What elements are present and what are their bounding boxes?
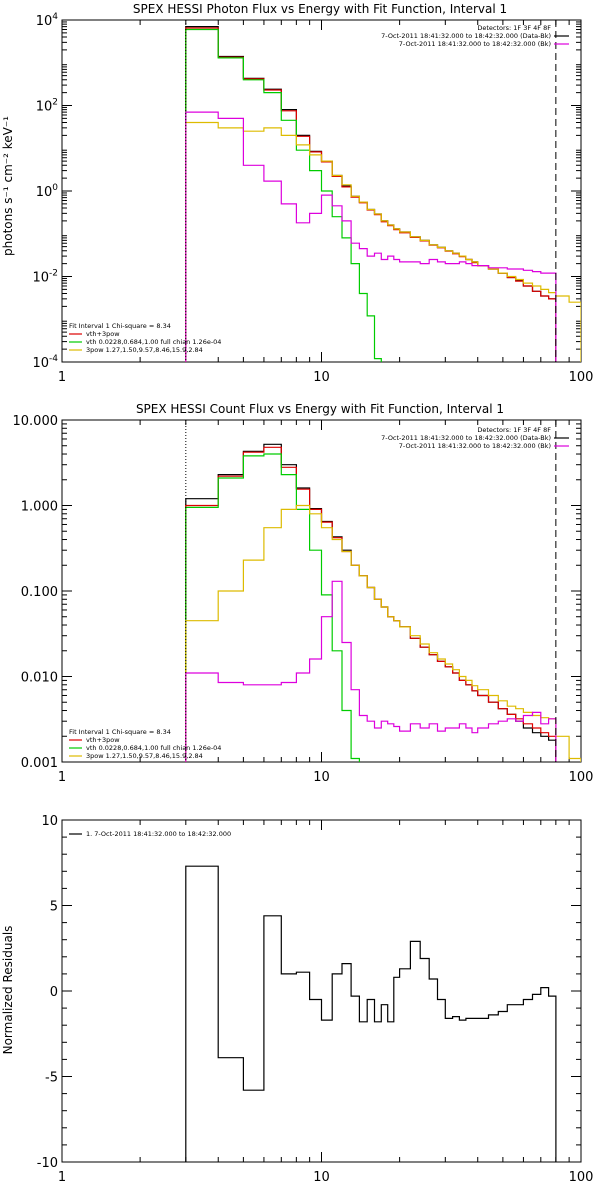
photon-flux-plot-area: 1 10 100 10-4 10-2 100 102 104 Detectors: 1F 3F …	[32, 12, 593, 385]
x-tick-label: 1	[58, 1170, 66, 1185]
count-flux-panel: SPEX HESSI Count Flux vs Energy with Fit…	[13, 402, 594, 785]
y-tick-label: 0.001	[21, 756, 58, 771]
legend-line: vth 0.0228,0.684,1.00 full chian 1.26e-0…	[86, 744, 221, 752]
y-tick-label: 10	[41, 814, 58, 829]
series-2-line	[185, 453, 360, 762]
y-tick-label: -5	[45, 1071, 58, 1086]
y-tick-label: 102	[36, 98, 58, 115]
legend-line: 3pow 1.27,1.50,9.57,8.46,15.9,2.84	[86, 346, 203, 354]
x-tick-label: 100	[569, 370, 594, 385]
series-group	[185, 443, 581, 762]
header-line: 7-Oct-2011 18:41:32.000 to 18:42:32.000 …	[381, 434, 551, 442]
header-line: 7-Oct-2011 18:41:32.000 to 18:42:32.000 …	[399, 442, 551, 450]
plot-frame	[61, 819, 582, 1163]
legend-line: 3pow 1.27,1.50,9.57,8.46,15.9,2.84	[86, 752, 203, 760]
y-tick-label: 100	[36, 183, 59, 200]
count-flux-title: SPEX HESSI Count Flux vs Energy with Fit…	[136, 402, 504, 416]
series-3-line	[185, 504, 581, 762]
header-line: Detectors: 1F 3F 4F 8F	[477, 24, 551, 32]
header-line: 7-Oct-2011 18:41:32.000 to 18:42:32.000 …	[399, 40, 551, 48]
y-tick-label: 0.100	[21, 585, 58, 600]
x-tick-label: 1	[58, 370, 66, 385]
y-tick-label: 10-4	[32, 354, 58, 371]
x-tick-label: 100	[569, 1170, 594, 1185]
legend-line: vth+3pow	[86, 736, 120, 744]
y-tick-label: 1.000	[21, 500, 58, 515]
x-tick-label: 10	[313, 1170, 330, 1185]
series-3-line	[185, 121, 581, 362]
header-line: Detectors: 1F 3F 4F 8F	[477, 426, 551, 434]
y-tick-label: 0.010	[21, 671, 58, 686]
series-0-line	[185, 443, 557, 762]
series-4-line	[185, 580, 557, 762]
series-1-line	[185, 446, 557, 762]
legend-line: vth+3pow	[86, 330, 120, 338]
count-flux-plot-area: 1 10 100 0.001 0.010 0.100 1.000 10.000 Detector…	[13, 414, 594, 785]
series-1-line	[185, 27, 557, 362]
photon-flux-panel: SPEX HESSI Photon Flux vs Energy with Fi…	[1, 2, 593, 385]
photon-flux-title: SPEX HESSI Photon Flux vs Energy with Fi…	[133, 2, 507, 16]
y-tick-label: 104	[36, 12, 59, 29]
residuals-plot-area: 1 10 100 -10 -5 0 5 10 1. 7-Oct-2011 18:41:32.00…	[37, 814, 594, 1185]
series-0-line	[185, 26, 557, 362]
series-0-line	[185, 865, 557, 1162]
series-group	[185, 26, 581, 362]
legend-line: Fit Interval 1 Chi-square = 8.34	[69, 322, 171, 330]
x-tick-label: 1	[58, 770, 66, 785]
x-tick-label: 10	[313, 770, 330, 785]
y-tick-label: 0	[50, 985, 58, 1000]
photon-flux-ylabel: photons s⁻¹ cm⁻² keV⁻¹	[1, 116, 15, 256]
series-group	[185, 865, 557, 1162]
y-tick-label: 10-2	[32, 269, 58, 286]
series-2-line	[185, 28, 382, 362]
residuals-panel: Normalized Residuals 1 10 100 -10 -5 0 5 10 1. 7…	[1, 814, 593, 1185]
series-4-line	[185, 111, 557, 362]
residuals-ylabel: Normalized Residuals	[1, 926, 15, 1055]
y-tick-label: 10.000	[13, 414, 59, 429]
legend-line: vth 0.0228,0.684,1.00 full chian 1.26e-0…	[86, 338, 221, 346]
legend-line: 1. 7-Oct-2011 18:41:32.000 to 18:42:32.0…	[86, 830, 231, 838]
x-tick-label: 100	[569, 770, 594, 785]
x-tick-label: 10	[313, 370, 330, 385]
y-tick-label: -10	[37, 1156, 58, 1171]
y-tick-label: 5	[50, 900, 58, 915]
header-line: 7-Oct-2011 18:41:32.000 to 18:42:32.000 …	[381, 32, 551, 40]
legend-line: Fit Interval 1 Chi-square = 8.34	[69, 728, 171, 736]
